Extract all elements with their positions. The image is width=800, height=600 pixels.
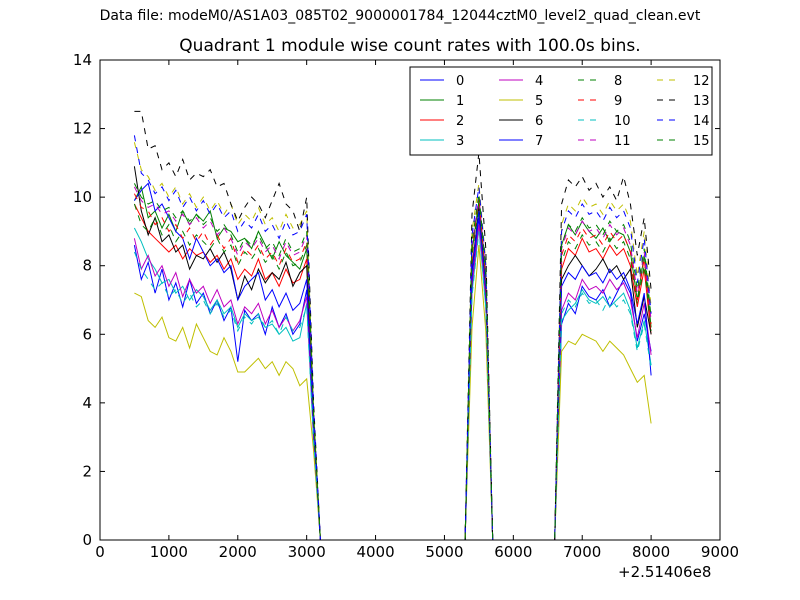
legend-label-8: 8 xyxy=(614,74,622,89)
series-line-9 xyxy=(133,193,652,540)
series-line-10 xyxy=(133,231,652,540)
legend-label-6: 6 xyxy=(535,114,543,129)
y-tick-label: 6 xyxy=(82,325,92,343)
series-line-3 xyxy=(133,227,652,540)
legend-label-5: 5 xyxy=(535,94,543,109)
plot-frame xyxy=(99,59,721,541)
y-tick-label: 12 xyxy=(73,120,92,138)
x-tick-label: 3000 xyxy=(288,543,326,561)
series-line-8 xyxy=(133,203,652,540)
chart-title: Quadrant 1 module wise count rates with … xyxy=(179,36,641,56)
series-line-13 xyxy=(134,110,652,540)
series-line-7 xyxy=(133,182,652,540)
legend-label-12: 12 xyxy=(693,74,710,89)
legend-label-15: 15 xyxy=(693,134,710,149)
x-tick-label: 7000 xyxy=(563,543,601,561)
legend-label-2: 2 xyxy=(456,114,464,129)
legend-label-1: 1 xyxy=(456,94,464,109)
figure-suptitle: Data file: modeM0/AS1A03_085T02_90000017… xyxy=(99,8,701,24)
series-line-6 xyxy=(133,166,652,540)
series-line-15 xyxy=(133,183,652,540)
x-tick-label: 2000 xyxy=(219,543,257,561)
series-line-11 xyxy=(133,186,652,540)
y-tick-label: 8 xyxy=(82,257,92,275)
legend-label-13: 13 xyxy=(693,94,710,109)
series-line-12 xyxy=(133,142,652,540)
series-line-2 xyxy=(133,203,652,540)
series-line-4 xyxy=(133,224,652,540)
y-tick-label: 4 xyxy=(82,394,92,412)
legend-label-14: 14 xyxy=(693,114,710,129)
x-tick-label: 8000 xyxy=(632,543,670,561)
x-tick-label: 9000 xyxy=(701,543,739,561)
series-line-5 xyxy=(134,245,652,540)
x-tick-label: 1000 xyxy=(150,543,188,561)
series-line-0 xyxy=(133,217,652,540)
x-tick-label: 4000 xyxy=(356,543,394,561)
y-tick-label: 0 xyxy=(82,531,92,549)
legend-label-3: 3 xyxy=(456,134,464,149)
y-tick-label: 10 xyxy=(73,188,92,206)
legend-label-11: 11 xyxy=(614,134,631,149)
legend-label-4: 4 xyxy=(535,74,543,89)
x-axis-offset-label: +2.51406e8 xyxy=(618,563,712,581)
plot-lines xyxy=(133,110,652,540)
series-line-14 xyxy=(133,135,652,540)
y-tick-label: 14 xyxy=(73,51,92,69)
x-tick-label: 6000 xyxy=(494,543,532,561)
legend-label-7: 7 xyxy=(535,134,543,149)
legend-label-0: 0 xyxy=(456,74,464,89)
y-tick-label: 2 xyxy=(82,462,92,480)
axis-ticks: 0 1000 2000 3000 4000 5000 6000 7000 8000 9000 0 2 4… xyxy=(73,51,739,561)
x-tick-label: 0 xyxy=(95,543,105,561)
x-tick-label: 5000 xyxy=(425,543,463,561)
legend-label-10: 10 xyxy=(614,114,631,129)
legend-label-9: 9 xyxy=(614,94,622,109)
